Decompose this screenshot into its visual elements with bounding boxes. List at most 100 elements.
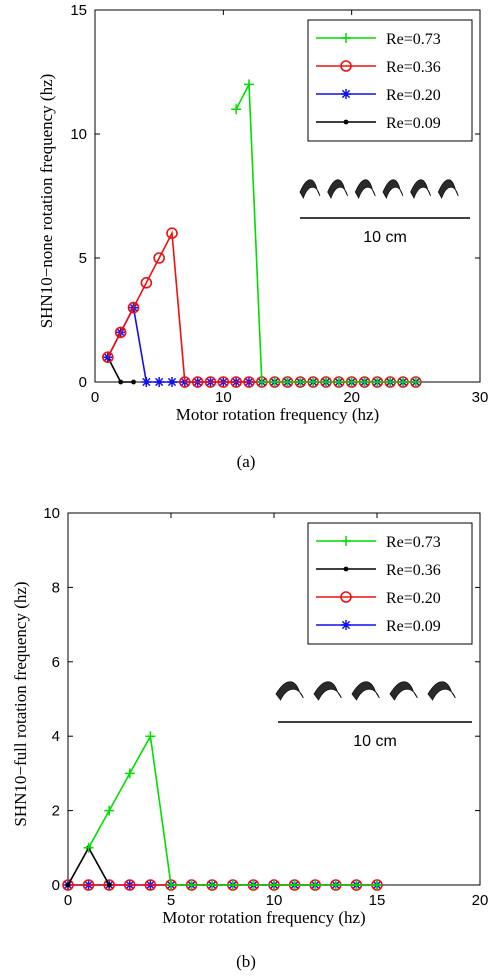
helix-turn [410,179,431,199]
data-point [398,377,408,387]
y-tick-label: 15 [70,2,87,19]
helix-turn [275,681,304,701]
data-point [269,880,279,890]
y-tick-label: 10 [70,126,87,143]
data-point [106,882,112,888]
legend-marker [341,536,351,546]
data-point [385,377,396,387]
scale-bar-label: 10 cm [363,229,407,246]
data-point [167,377,177,387]
data-point [104,805,115,816]
legend-marker [341,33,351,43]
data-point [372,880,382,890]
data-point [179,376,191,388]
x-tick-label: 10 [266,892,283,909]
helix-turn [389,681,418,701]
data-point [124,768,135,779]
data-point [372,377,383,387]
y-axis-label: SHN10−none rotation frequency (hz) [37,74,56,329]
x-tick-label: 15 [369,892,386,909]
x-tick-label: 10 [215,389,232,406]
data-point [321,377,331,387]
data-point [248,880,259,890]
data-point [144,879,157,891]
data-point [166,227,178,239]
y-tick-label: 4 [52,728,60,745]
legend-entry: Re=0.36 [386,59,441,76]
data-point [191,376,204,388]
y-tick-label: 0 [52,877,60,894]
legend-box [307,522,473,645]
data-point [204,376,217,388]
chart-a: 0 10 20 30 0 5 10 15 Motor rotation frequency (h… [37,2,488,471]
legend-marker [340,60,352,72]
data-point [217,376,230,388]
data-point [141,377,152,387]
y-tick-label: 8 [52,579,60,596]
y-tick-label: 10 [43,505,60,522]
data-point [145,731,156,742]
x-tick-label: 20 [343,389,360,406]
data-point [153,252,165,264]
legend-marker [341,89,351,99]
data-point [114,326,127,339]
chart-caption: (b) [236,952,256,971]
legend-entry: Re=0.73 [386,31,441,48]
legend-entry: Re=0.36 [386,562,441,579]
data-point [102,352,113,363]
y-axis-label: SHN10−full rotation frequency (hz) [11,581,30,826]
data-point [227,880,238,890]
data-point [243,376,255,388]
data-point [118,379,124,385]
data-point [351,880,362,890]
x-axis-label: Motor rotation frequency (hz) [162,908,365,927]
x-tick-label: 30 [472,389,489,406]
legend: Re=0.73 Re=0.36 Re=0.20 Re=0.09 [307,19,473,142]
x-tick-label: 0 [64,892,72,909]
legend-marker [341,620,351,630]
data-point [333,377,344,387]
data-point [65,882,71,888]
data-point [186,880,197,890]
chart-caption: (a) [237,452,256,471]
y-tick-label: 0 [79,374,87,391]
data-point [359,377,370,387]
inset-photo: 10 cm [275,681,472,750]
legend-entry: Re=0.73 [386,534,441,551]
series-re-0-73 [83,731,382,890]
data-point [62,879,74,891]
helix-turn [437,179,459,199]
data-point [166,880,176,890]
data-point [207,880,218,890]
data-point [83,842,94,853]
legend-marker [340,591,352,603]
data-point [310,880,321,890]
legend: Re=0.73 Re=0.36 Re=0.20 Re=0.09 [307,522,473,645]
x-tick-label: 20 [472,892,489,909]
data-point [308,377,319,387]
legend-marker [343,119,349,125]
data-point [330,880,341,890]
helix-turn [351,681,380,701]
y-tick-label: 5 [79,250,87,267]
data-point [102,351,114,364]
data-point [124,879,136,891]
inset-photo: 10 cm [299,179,470,246]
data-point [282,377,293,387]
data-point [103,879,115,891]
legend-entry: Re=0.20 [386,590,441,607]
series-re-0-73 [231,79,421,387]
legend-box [307,19,473,142]
data-point [230,376,242,388]
data-point [82,879,95,891]
helix-turn [354,179,376,199]
legend-entry: Re=0.09 [386,618,441,635]
data-point [269,377,280,387]
data-point [289,880,300,890]
helix-turn [299,179,321,199]
y-tick-label: 6 [52,654,60,671]
data-point [127,301,140,314]
data-point [231,104,242,115]
